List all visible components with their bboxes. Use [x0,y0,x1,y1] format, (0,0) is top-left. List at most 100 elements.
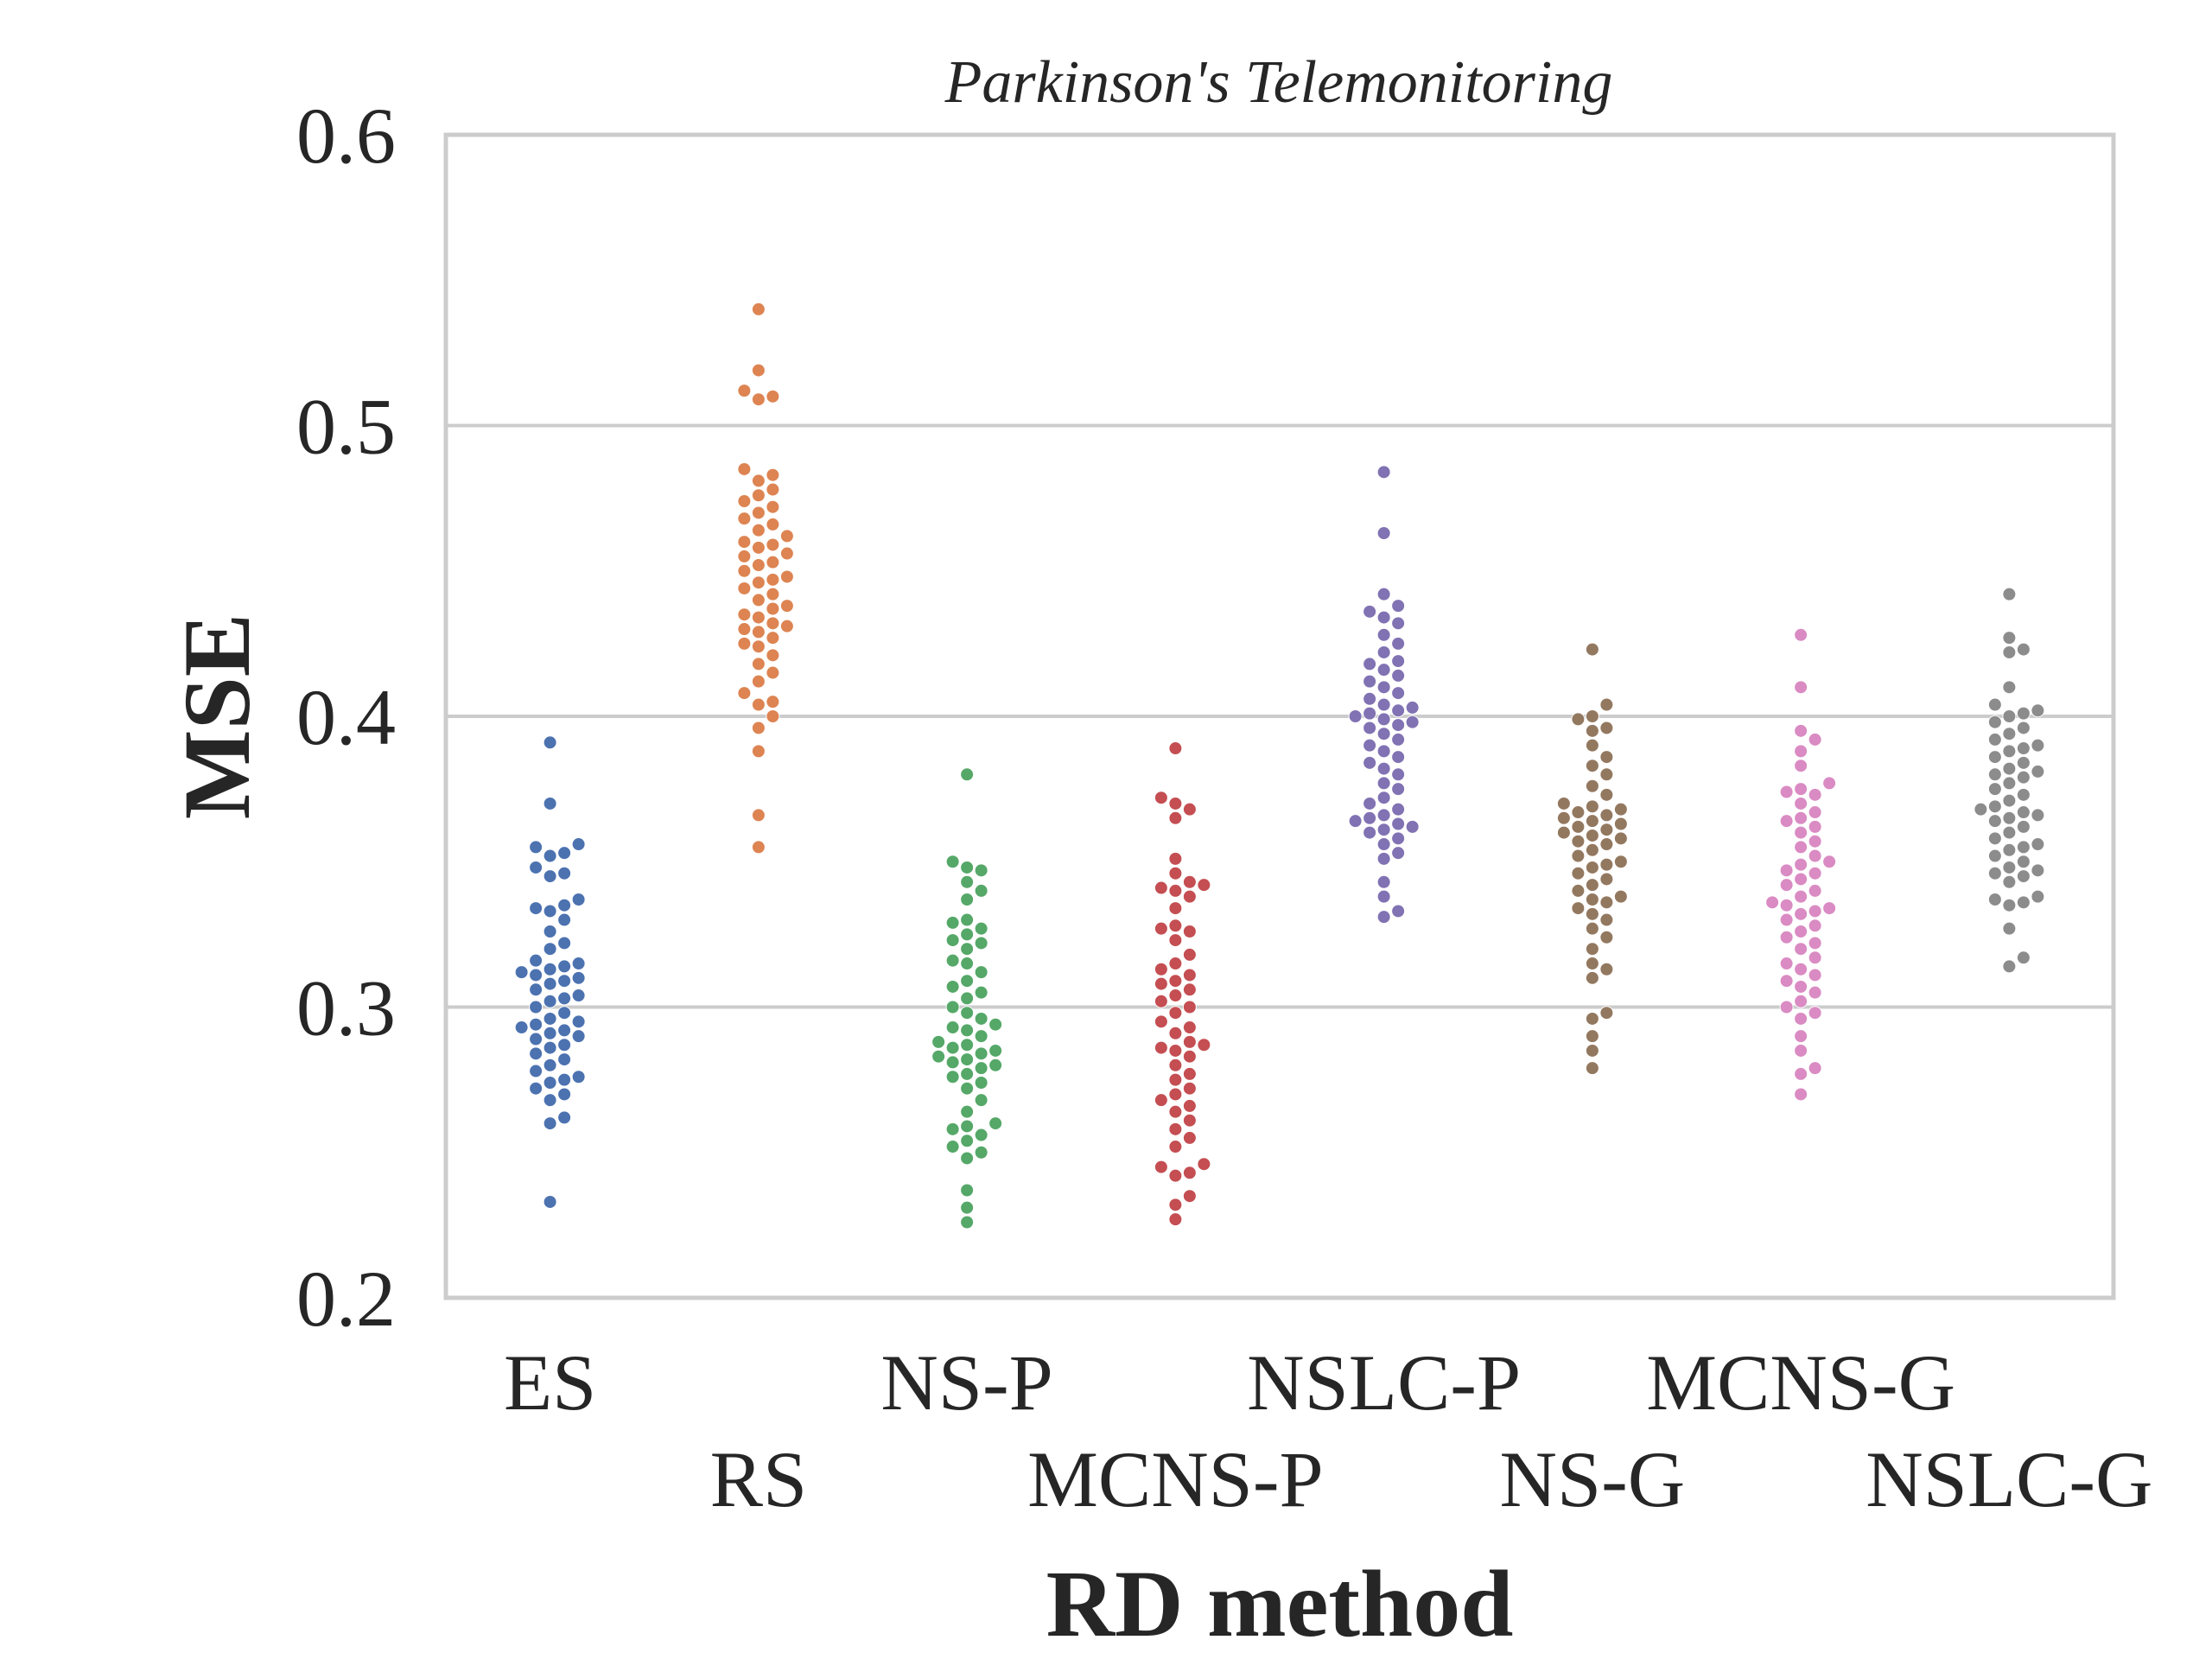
data-point-nslc-g [2016,721,2031,735]
x-category-label: MCNS-P [1027,1435,1324,1523]
data-point-nslc-p [1391,802,1406,817]
data-point-ns-g [1585,906,1599,921]
data-point-nslc-g [1987,814,2002,829]
data-point-mcns-g [1808,805,1822,820]
data-point-ns-g [1613,889,1628,904]
data-point-ns-g [1571,866,1586,880]
data-point-nslc-g [2031,764,2045,779]
data-point-mcns-p [1168,1072,1183,1087]
data-point-es [529,840,543,855]
x-axis-label: RD method [1046,1551,1514,1656]
data-point-nslc-p [1348,709,1363,723]
data-point-mcns-p [1168,933,1183,948]
data-point-nslc-g [1987,866,2002,880]
data-point-es [543,1116,557,1131]
data-point-ns-g [1599,872,1614,887]
data-point-mcns-g [1794,872,1808,887]
data-point-nslc-g [2016,819,2031,834]
data-point-mcns-g [1822,776,1837,791]
data-point-ns-p [974,883,988,898]
data-point-ns-g [1585,957,1599,971]
data-point-nslc-p [1376,712,1391,727]
data-point-mcns-g [1808,787,1822,802]
data-point-mcns-p [1182,947,1197,962]
data-point-es [543,849,557,863]
data-point-es [571,1029,586,1044]
data-point-ns-p [960,1052,975,1067]
data-point-rs [737,636,752,651]
data-point-ns-p [988,1043,1003,1058]
data-point-mcns-p [1182,1113,1197,1128]
data-point-mcns-p [1168,1168,1183,1183]
data-point-ns-g [1599,787,1614,802]
data-point-mcns-p [1154,1093,1168,1108]
data-point-mcns-g [1808,866,1822,880]
data-point-rs [751,593,766,607]
data-point-mcns-p [1168,810,1183,825]
y-tick-label: 0.3 [296,964,396,1052]
y-tick-label: 0.5 [296,383,396,471]
data-point-nslc-g [2002,793,2017,808]
data-point-es [529,953,543,968]
data-point-nslc-g [1987,782,2002,797]
data-point-nslc-p [1376,823,1391,837]
data-point-ns-p [974,1128,988,1142]
data-point-nslc-p [1391,846,1406,861]
data-point-nslc-g [2016,706,2031,721]
data-point-rs [737,686,752,701]
data-point-ns-p [945,1070,960,1084]
data-point-ns-p [931,1034,946,1049]
data-point-nslc-g [2002,761,2017,776]
data-point-mcns-g [1794,994,1808,1008]
data-point-rs [766,572,780,587]
data-point-nslc-g [1987,750,2002,765]
data-point-mcns-g [1794,1011,1808,1026]
data-point-ns-p [960,1023,975,1038]
data-point-rs [766,601,780,616]
data-point-ns-p [945,1040,960,1055]
data-point-es [557,1072,572,1087]
data-point-mcns-g [1808,968,1822,982]
data-point-ns-p [960,1066,975,1081]
data-point-mcns-p [1168,1006,1183,1020]
data-point-ns-g [1585,738,1599,753]
data-point-ns-p [945,933,960,948]
data-point-es [557,912,572,927]
data-point-es [557,1052,572,1067]
data-point-mcns-p [1182,1130,1197,1145]
x-category-label: NSLC-G [1866,1435,2152,1523]
data-point-rs [737,563,752,578]
data-point-ns-g [1556,825,1571,840]
data-point-ns-g [1599,697,1614,712]
data-point-nslc-p [1376,837,1391,852]
data-point-nslc-g [2002,776,2017,791]
data-point-nslc-g [1987,715,2002,729]
data-point-ns-p [960,1183,975,1198]
data-point-nslc-p [1376,680,1391,695]
data-point-nslc-p [1391,718,1406,733]
data-point-ns-p [974,1145,988,1160]
data-point-rs [766,709,780,723]
data-point-nslc-g [2002,631,2017,645]
data-point-mcns-g [1808,834,1822,849]
data-point-rs [766,665,780,680]
data-point-mcns-p [1182,874,1197,889]
data-point-ns-p [960,974,975,988]
data-point-nslc-g [2002,921,2017,936]
data-point-mcns-p [1154,994,1168,1008]
data-point-rs [751,697,766,712]
data-point-ns-g [1585,942,1599,957]
data-point-es [543,735,557,750]
data-point-nslc-p [1391,636,1406,651]
data-point-nslc-p [1376,910,1391,925]
data-point-ns-p [960,912,975,927]
data-point-ns-g [1613,831,1628,846]
data-point-rs [737,384,752,398]
data-point-rs [766,587,780,601]
data-point-nslc-g [2002,874,2017,889]
data-point-ns-g [1599,750,1614,765]
data-point-es [557,1087,572,1102]
data-point-mcns-p [1154,1014,1168,1029]
data-point-nslc-g [2016,755,2031,770]
